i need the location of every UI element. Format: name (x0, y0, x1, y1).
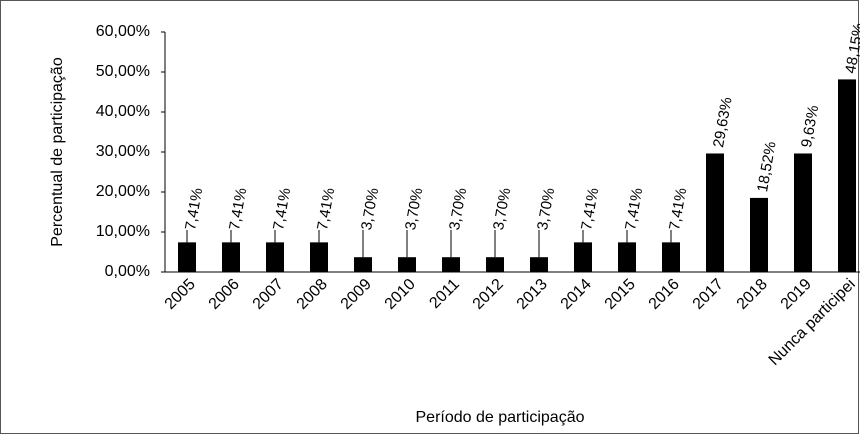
value-label: 7,41% (182, 187, 206, 232)
bar (354, 257, 372, 272)
value-label: 3,70% (446, 187, 470, 232)
x-tick-label: 2014 (558, 276, 595, 313)
value-label: 7,41% (270, 187, 294, 232)
y-tick-label: 30,00% (96, 143, 150, 160)
value-label: 3,70% (402, 187, 426, 232)
bar (486, 257, 504, 272)
value-label: 3,70% (490, 187, 514, 232)
value-label: 48,15% (842, 22, 860, 75)
bar (838, 79, 856, 273)
value-label: 3,70% (358, 187, 382, 232)
bar (222, 242, 240, 272)
x-tick-label: 2009 (338, 276, 375, 313)
value-label: 18,52% (754, 140, 780, 193)
bar (442, 257, 460, 272)
value-label: 9,63% (798, 104, 822, 149)
bar (310, 242, 328, 272)
x-tick-label: 2019 (778, 276, 815, 313)
x-tick-label: 2015 (602, 276, 639, 313)
value-label: 7,41% (666, 187, 690, 232)
bar (618, 242, 636, 272)
y-tick-label: 50,00% (96, 63, 150, 80)
x-axis-title: Período de participação (416, 409, 585, 426)
y-tick-label: 0,00% (105, 263, 150, 280)
x-tick-label: 2006 (206, 276, 243, 313)
x-tick-label: 2018 (734, 276, 771, 313)
x-tick-label: 2007 (250, 276, 287, 313)
x-tick-label: 2010 (382, 276, 419, 313)
bar (530, 257, 548, 272)
bar (794, 153, 812, 272)
x-tick-label: 2005 (162, 276, 199, 313)
y-tick-label: 10,00% (96, 223, 150, 240)
value-label: 7,41% (622, 187, 646, 232)
bar (706, 153, 724, 272)
y-tick-label: 60,00% (96, 23, 150, 40)
bar (662, 242, 680, 272)
bar (398, 257, 416, 272)
bar (574, 242, 592, 272)
value-label: 7,41% (226, 187, 250, 232)
x-tick-label: 2017 (690, 276, 727, 313)
value-label: 3,70% (534, 187, 558, 232)
x-tick-label: 2013 (514, 276, 551, 313)
x-tick-label: 2008 (294, 276, 331, 313)
x-tick-label: 2012 (470, 276, 507, 313)
y-tick-label: 40,00% (96, 103, 150, 120)
bar (178, 242, 196, 272)
y-axis-title: Percentual de participação (49, 57, 66, 247)
value-label: 7,41% (578, 187, 602, 232)
x-tick-label: 2011 (426, 276, 462, 312)
y-tick-label: 20,00% (96, 183, 150, 200)
value-label: 7,41% (314, 187, 338, 232)
bar (750, 197, 768, 272)
value-label: 29,63% (710, 96, 736, 149)
x-tick-label: 2016 (646, 276, 683, 313)
bar (266, 242, 284, 272)
